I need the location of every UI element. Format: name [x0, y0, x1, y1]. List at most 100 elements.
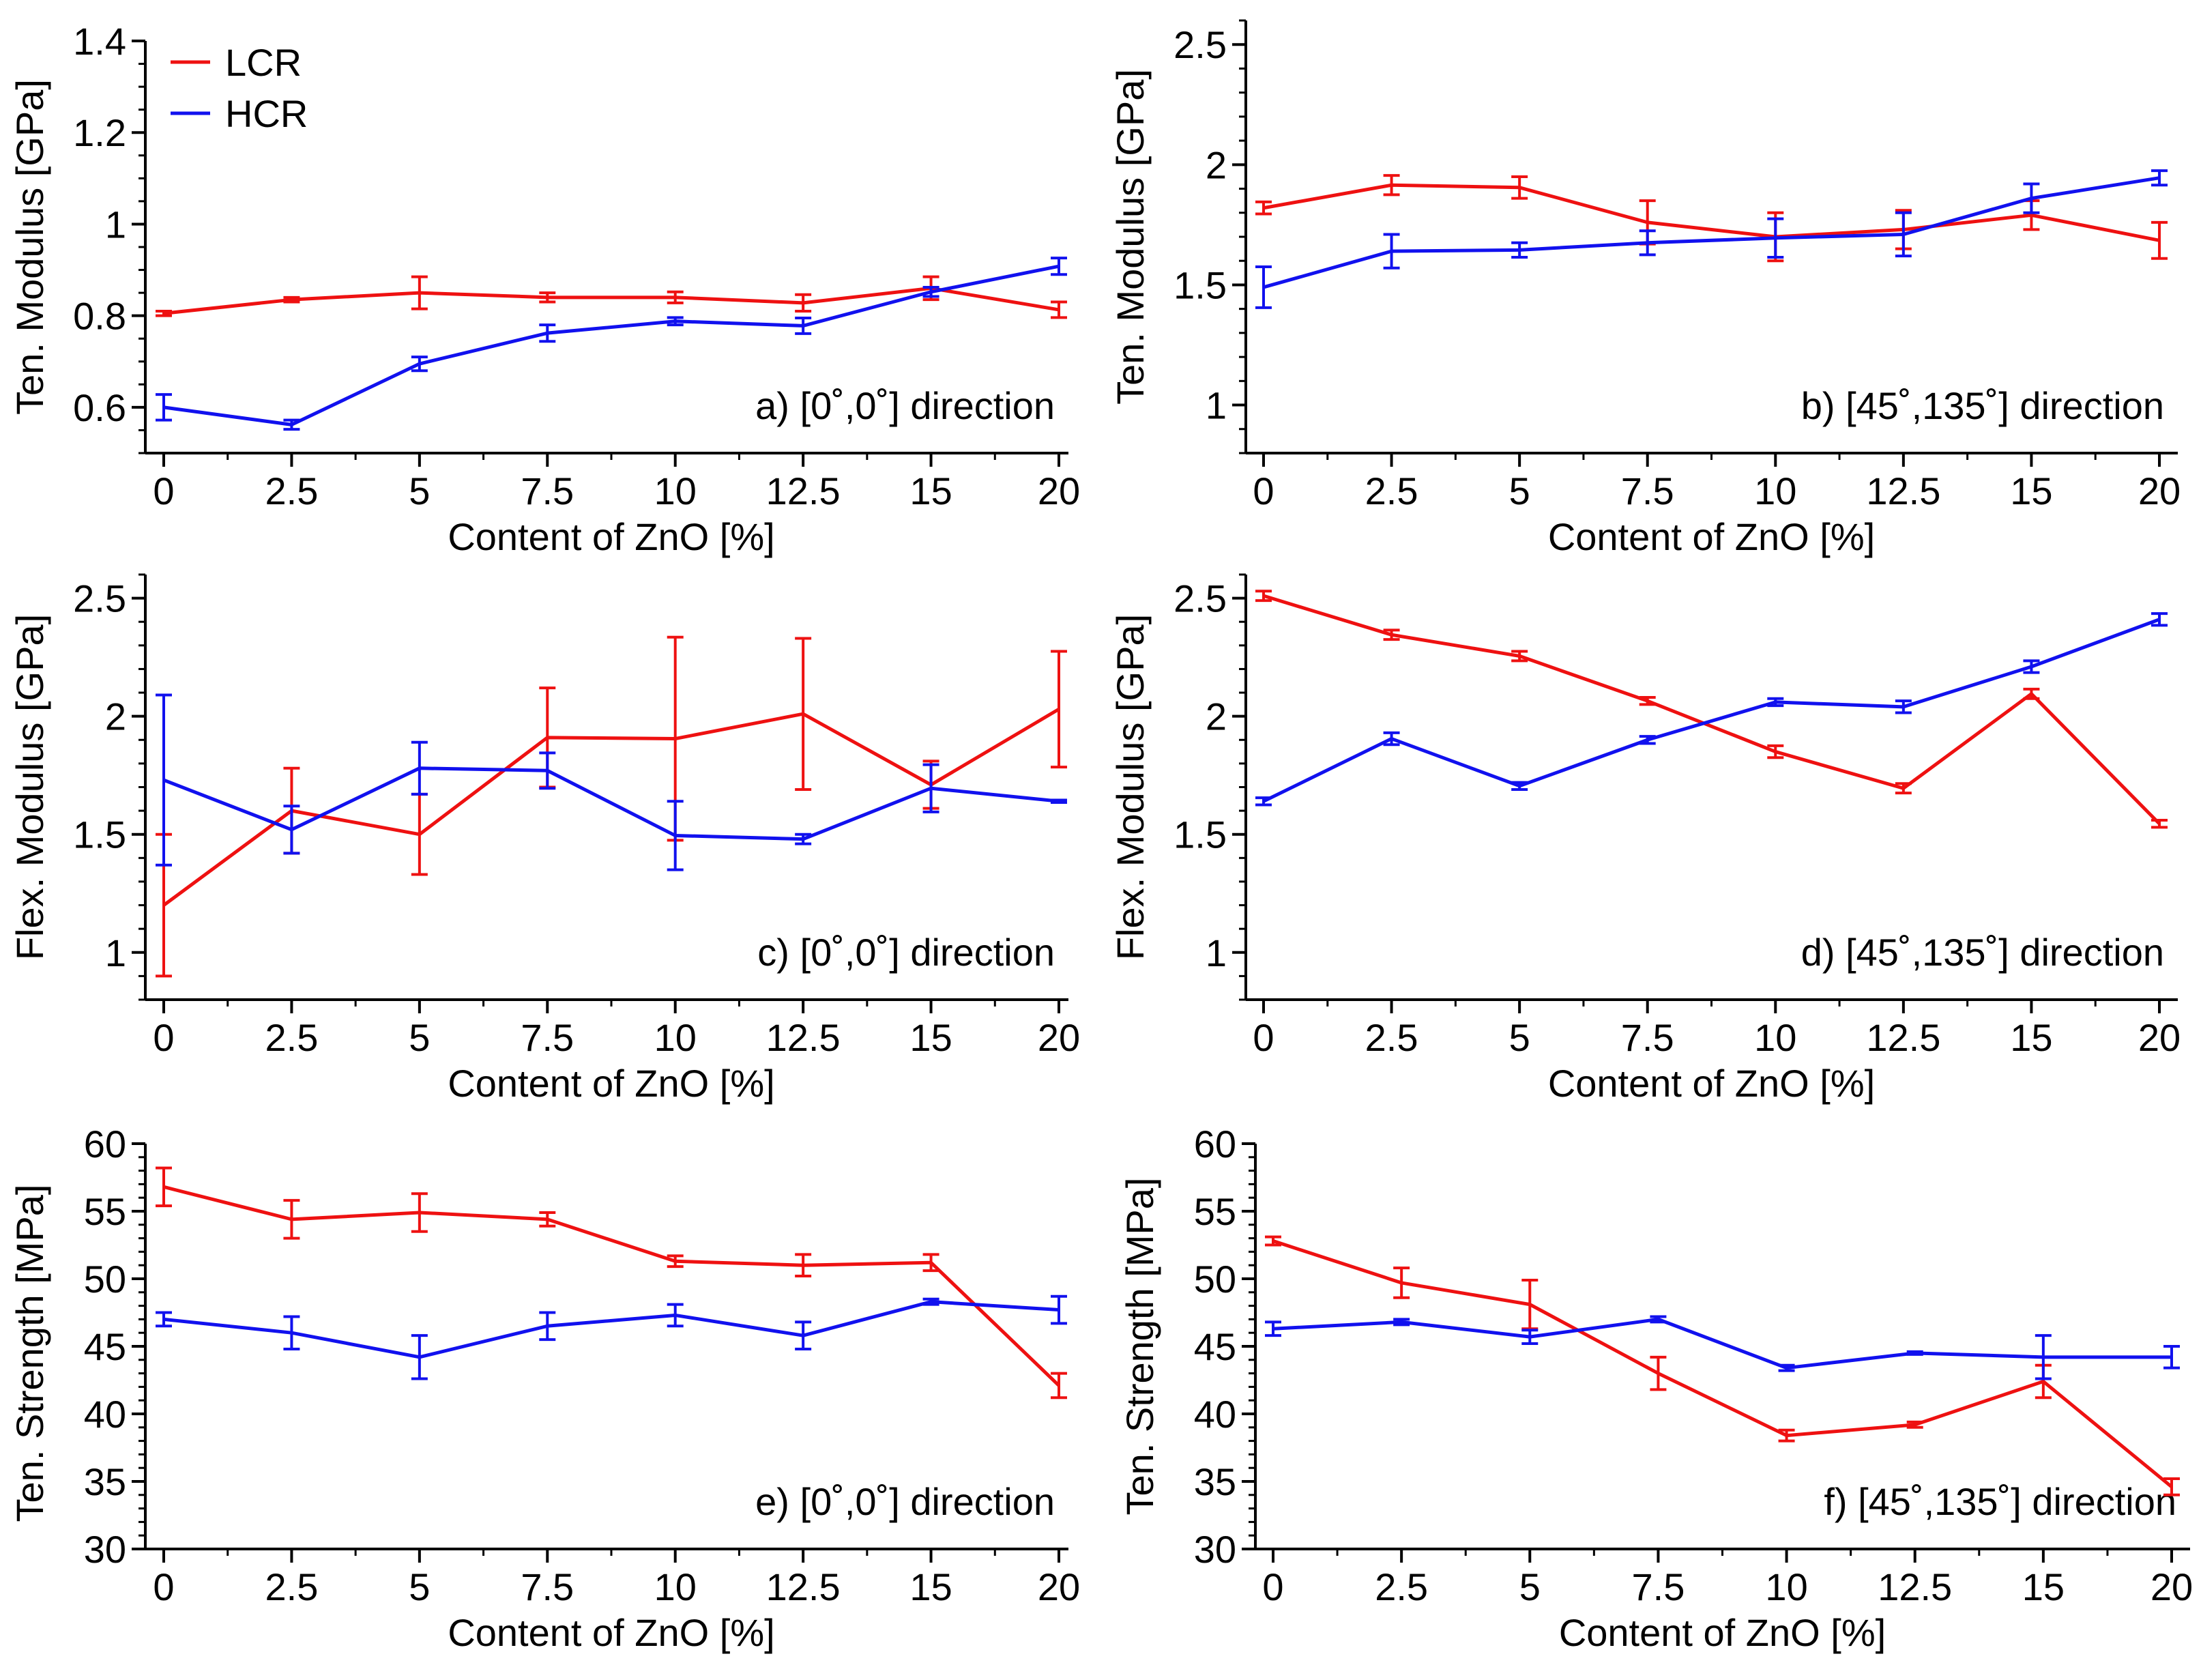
legend: LCR HCR — [171, 41, 308, 135]
x-axis-title: Content of ZnO [%] — [1559, 1611, 1886, 1654]
series-line-hcr — [163, 1300, 1060, 1359]
y-axis-title: Ten. Strength [MPa] — [1118, 1178, 1161, 1516]
x-axis-title: Content of ZnO [%] — [1548, 515, 1875, 558]
y-axis-title: Flex. Modulus [GPa] — [8, 614, 51, 960]
x-tick-label: 7.5 — [521, 469, 574, 512]
y-tick-label: 50 — [1194, 1258, 1236, 1301]
y-tick-label: 0.8 — [73, 295, 126, 338]
x-tick-label: 2.5 — [265, 469, 318, 512]
x-tick-label: 12.5 — [766, 1565, 841, 1608]
x-tick-label: 7.5 — [521, 1565, 574, 1608]
y-axis-title: Flex. Modulus [GPa] — [1109, 614, 1152, 960]
x-tick-label: 5 — [1519, 1565, 1541, 1608]
x-tick-label: 0 — [1262, 1565, 1283, 1608]
x-tick-label: 12.5 — [766, 469, 841, 512]
x-tick-label: 20 — [1038, 1016, 1080, 1059]
x-tick-label: 7.5 — [1631, 1565, 1685, 1608]
series-line-lcr — [163, 1185, 1060, 1387]
y-tick-label: 1 — [105, 931, 126, 974]
x-tick-label: 5 — [409, 469, 430, 512]
y-axis-title: Ten. Modulus [GPa] — [8, 79, 51, 415]
y-tick-label: 55 — [84, 1190, 126, 1233]
series-line-lcr — [1272, 1239, 2173, 1488]
series-hcr — [156, 1294, 1067, 1380]
series-hcr — [1265, 1315, 2180, 1380]
y-tick-label: 35 — [84, 1460, 126, 1503]
legend-label-lcr: LCR — [225, 41, 302, 84]
x-tick-label: 5 — [1509, 469, 1530, 512]
series-line-lcr — [163, 286, 1060, 315]
x-tick-label: 5 — [1509, 1016, 1530, 1059]
series-hcr — [156, 257, 1067, 431]
x-tick-label: 10 — [654, 1565, 697, 1608]
panel-title: c) [0˚,0˚] direction — [757, 931, 1055, 974]
x-tick-label: 7.5 — [1621, 469, 1674, 512]
y-tick-label: 1 — [1206, 931, 1227, 974]
panel-a: 0.6 0.8 1 1.2 1.4 0 2.5 5 7.5 10 12.5 15 20 Content o… — [8, 20, 1080, 558]
x-tick-label: 0 — [153, 1016, 174, 1059]
series-lcr — [1265, 1235, 2180, 1496]
y-axis-title: Ten. Strength [MPa] — [8, 1185, 51, 1522]
panel-c: 1 1.5 2 2.5 0 2.5 5 7.5 10 12.5 15 20 Content of ZnO… — [8, 573, 1080, 1105]
y-tick-label: 30 — [84, 1528, 126, 1571]
series-line-hcr — [1262, 618, 2160, 803]
x-tick-label: 2.5 — [1365, 469, 1418, 512]
panel-title: b) [45˚,135˚] direction — [1801, 384, 2164, 427]
panel-title: d) [45˚,135˚] direction — [1801, 931, 2164, 974]
x-tick-label: 0 — [1253, 469, 1274, 512]
x-tick-label: 2.5 — [1375, 1565, 1428, 1608]
y-tick-label: 1.2 — [73, 111, 126, 154]
series-hcr — [1255, 169, 2168, 309]
y-tick-label: 40 — [84, 1393, 126, 1436]
y-tick-label: 2.5 — [73, 577, 126, 620]
y-tick-label: 45 — [1194, 1325, 1236, 1368]
x-tick-label: 20 — [2138, 469, 2181, 512]
x-tick-label: 7.5 — [521, 1016, 574, 1059]
series-hcr — [1255, 612, 2168, 807]
y-tick-label: 1 — [105, 203, 126, 246]
y-tick-label: 1.4 — [73, 20, 126, 63]
x-tick-label: 12.5 — [1866, 469, 1940, 512]
y-tick-label: 1.5 — [1174, 263, 1227, 306]
panel-title: e) [0˚,0˚] direction — [755, 1480, 1055, 1523]
x-tick-label: 12.5 — [1878, 1565, 1952, 1608]
x-tick-label: 5 — [409, 1016, 430, 1059]
y-tick-label: 2 — [1206, 143, 1227, 186]
series-lcr — [156, 1166, 1067, 1400]
panel-b: 1 1.5 2 2.5 0 2.5 5 7.5 10 12.5 15 20 Content of ZnO… — [1109, 19, 2181, 558]
x-tick-label: 10 — [1765, 1565, 1807, 1608]
y-tick-label: 2.5 — [1174, 23, 1227, 66]
series-line-lcr — [162, 708, 1060, 907]
y-tick-label: 1.5 — [1174, 813, 1227, 856]
x-tick-label: 5 — [409, 1565, 430, 1608]
x-tick-label: 15 — [2010, 469, 2052, 512]
series-lcr — [1255, 590, 2168, 829]
x-tick-label: 0 — [153, 469, 174, 512]
x-tick-label: 7.5 — [1621, 1016, 1674, 1059]
y-tick-label: 1 — [1206, 384, 1227, 427]
x-tick-label: 12.5 — [1866, 1016, 1940, 1059]
x-tick-label: 20 — [1038, 469, 1080, 512]
y-tick-label: 55 — [1194, 1190, 1236, 1233]
x-tick-label: 10 — [1754, 469, 1796, 512]
x-tick-label: 15 — [2010, 1016, 2052, 1059]
y-tick-label: 40 — [1194, 1393, 1236, 1436]
x-axis-title: Content of ZnO [%] — [448, 1062, 774, 1105]
x-tick-label: 12.5 — [766, 1016, 841, 1059]
y-tick-label: 0.6 — [73, 386, 126, 429]
series-hcr — [156, 693, 1067, 871]
y-tick-label: 1.5 — [73, 813, 126, 856]
x-tick-label: 20 — [2151, 1565, 2193, 1608]
x-axis-title: Content of ZnO [%] — [448, 515, 774, 558]
y-tick-label: 50 — [84, 1258, 126, 1301]
x-tick-label: 10 — [654, 469, 697, 512]
x-tick-label: 15 — [909, 1565, 952, 1608]
x-axis-title: Content of ZnO [%] — [448, 1611, 774, 1654]
panel-e: 30 35 40 45 50 55 60 0 2.5 5 7.5 10 12.5 15 20 Content … — [8, 1123, 1080, 1654]
y-tick-label: 60 — [84, 1123, 126, 1165]
series-line-hcr — [163, 766, 1060, 841]
x-tick-label: 2.5 — [265, 1016, 318, 1059]
x-tick-label: 0 — [153, 1565, 174, 1608]
x-tick-label: 10 — [1754, 1016, 1796, 1059]
x-tick-label: 20 — [2138, 1016, 2181, 1059]
